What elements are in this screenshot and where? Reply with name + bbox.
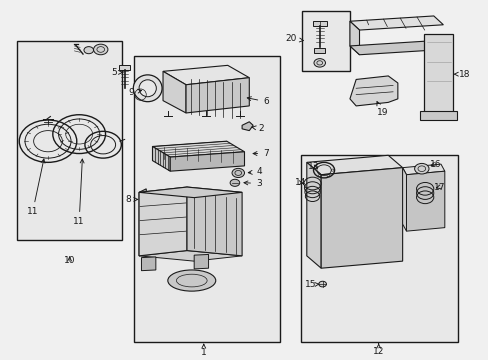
Text: 9: 9 [128, 88, 142, 97]
Polygon shape [139, 187, 242, 198]
Polygon shape [349, 41, 443, 55]
Bar [134, 56, 280, 342]
Polygon shape [152, 147, 170, 171]
Polygon shape [306, 155, 402, 175]
Polygon shape [402, 164, 444, 175]
Polygon shape [306, 162, 321, 268]
Text: 15: 15 [304, 280, 319, 289]
Circle shape [313, 59, 325, 67]
Text: 2: 2 [251, 124, 264, 133]
Polygon shape [349, 21, 359, 55]
Polygon shape [139, 251, 242, 261]
Text: 19: 19 [376, 102, 387, 117]
Text: 10: 10 [64, 256, 75, 265]
Bar [312, 21, 326, 26]
Text: 8: 8 [125, 195, 138, 204]
Polygon shape [163, 66, 249, 85]
Polygon shape [139, 189, 146, 256]
Text: 13: 13 [307, 162, 319, 171]
Text: 20: 20 [285, 34, 303, 43]
Polygon shape [139, 187, 186, 256]
Ellipse shape [139, 80, 156, 97]
Text: 16: 16 [428, 159, 440, 168]
Text: 12: 12 [372, 344, 384, 356]
Circle shape [93, 44, 108, 55]
Polygon shape [349, 16, 443, 30]
Polygon shape [424, 33, 452, 115]
Circle shape [84, 47, 93, 54]
Polygon shape [321, 168, 402, 268]
Bar [17, 41, 122, 240]
Polygon shape [420, 111, 456, 120]
Text: 5: 5 [111, 68, 122, 77]
Circle shape [232, 168, 244, 177]
Text: 7: 7 [253, 149, 268, 158]
Bar [119, 66, 130, 69]
Text: 11: 11 [27, 159, 45, 216]
Polygon shape [194, 255, 208, 269]
Polygon shape [185, 78, 249, 113]
Polygon shape [163, 71, 185, 113]
Polygon shape [152, 141, 244, 157]
Polygon shape [242, 122, 253, 131]
Text: 18: 18 [453, 70, 470, 79]
Ellipse shape [167, 270, 215, 291]
Text: 17: 17 [433, 183, 445, 192]
Polygon shape [402, 168, 406, 231]
Circle shape [318, 281, 326, 287]
Bar [301, 155, 457, 342]
Polygon shape [349, 76, 397, 106]
Ellipse shape [133, 75, 162, 102]
Polygon shape [170, 152, 244, 171]
Text: 1: 1 [201, 344, 206, 357]
Circle shape [414, 163, 428, 174]
Text: 6: 6 [247, 97, 268, 106]
Bar [302, 12, 349, 71]
Polygon shape [141, 257, 156, 271]
Polygon shape [406, 171, 444, 231]
Text: 4: 4 [248, 167, 261, 176]
Text: 14: 14 [294, 178, 305, 187]
Text: 11: 11 [73, 159, 85, 226]
Text: 3: 3 [244, 179, 261, 188]
Polygon shape [186, 187, 242, 256]
Circle shape [230, 179, 239, 186]
Bar [313, 48, 325, 53]
